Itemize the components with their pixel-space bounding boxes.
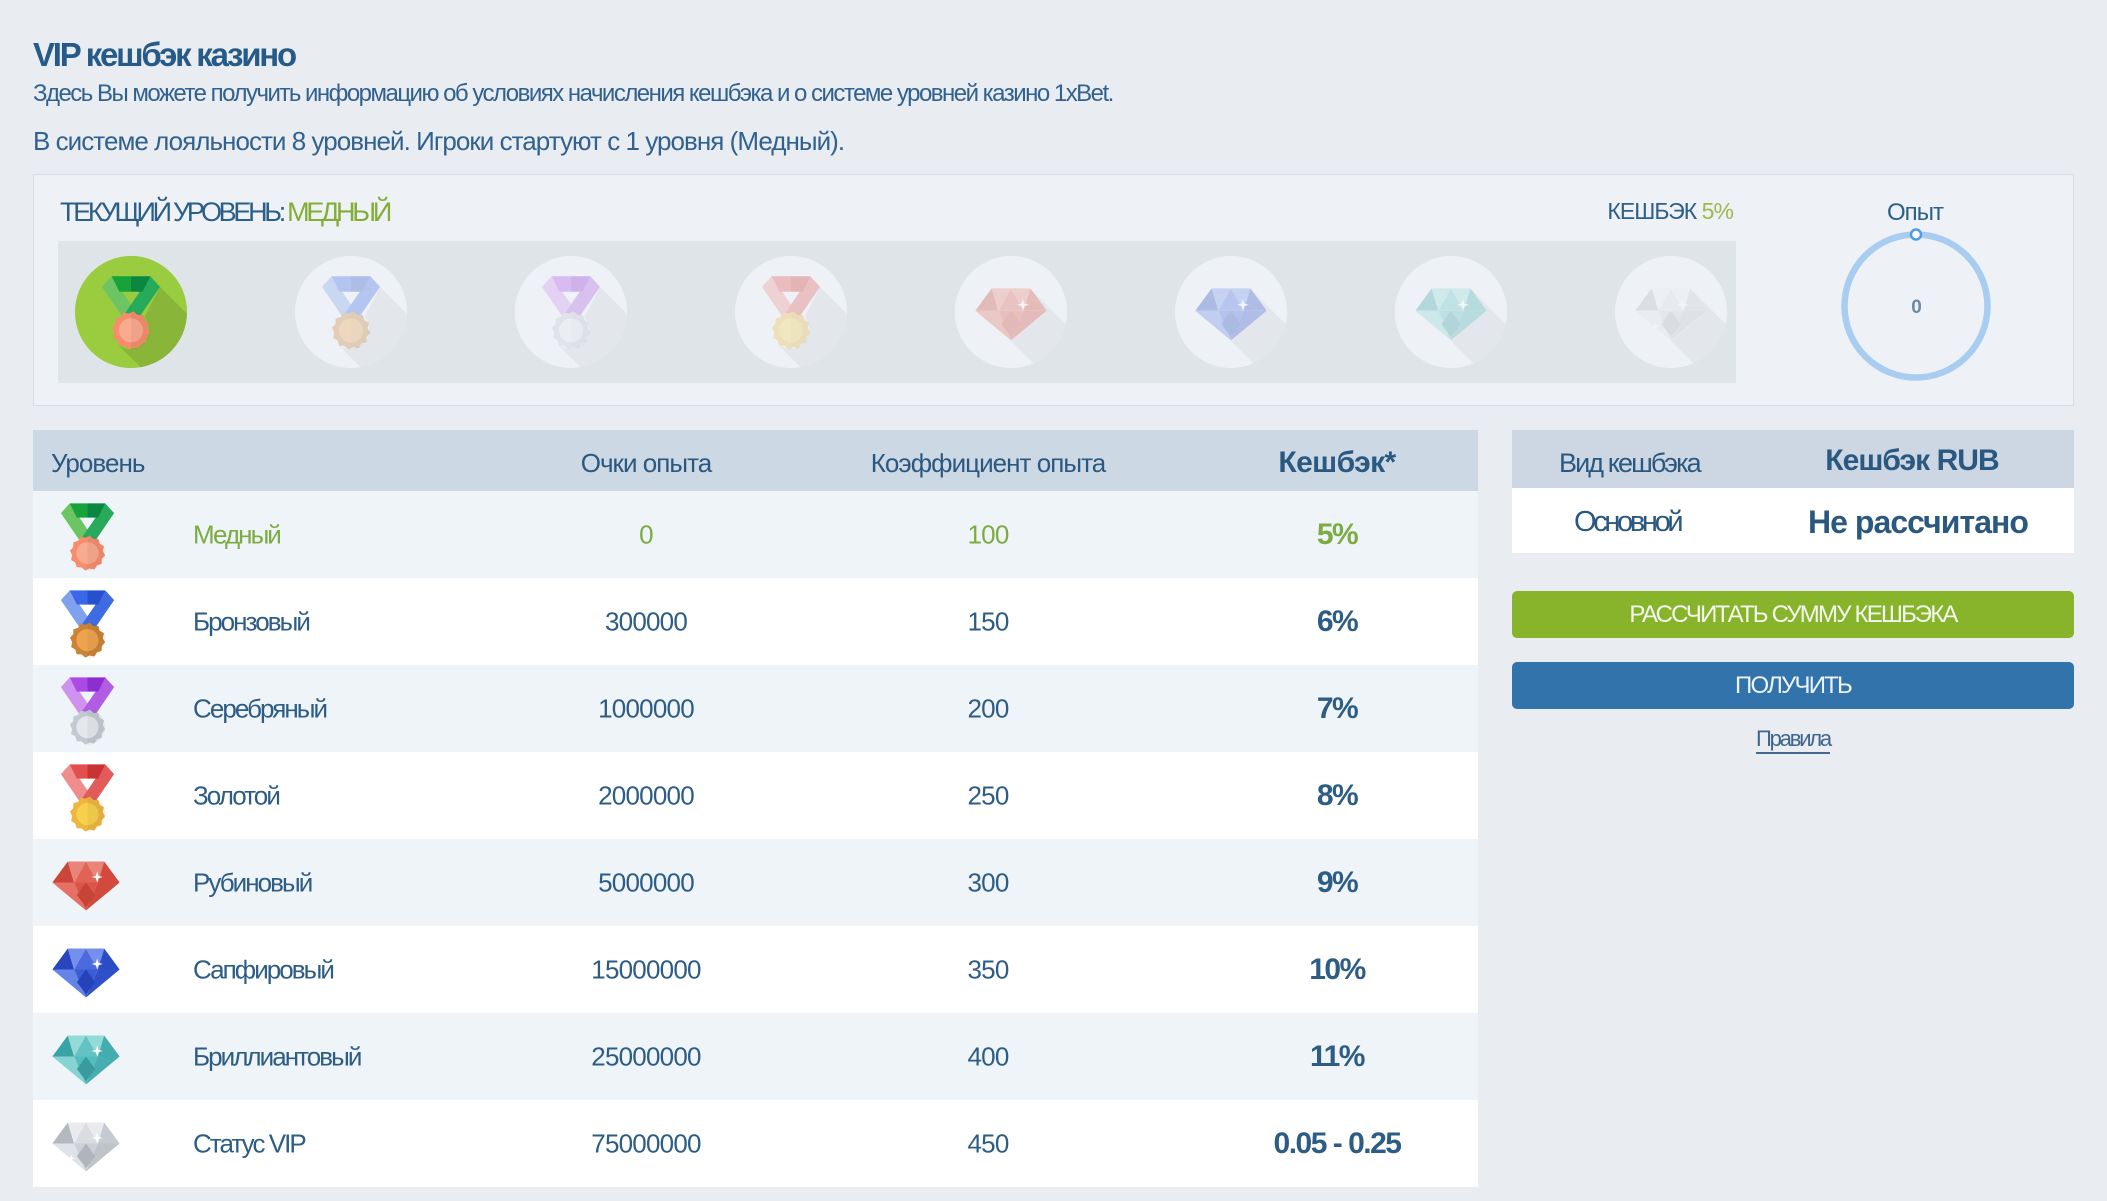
svg-text:0: 0 [1911,297,1921,318]
